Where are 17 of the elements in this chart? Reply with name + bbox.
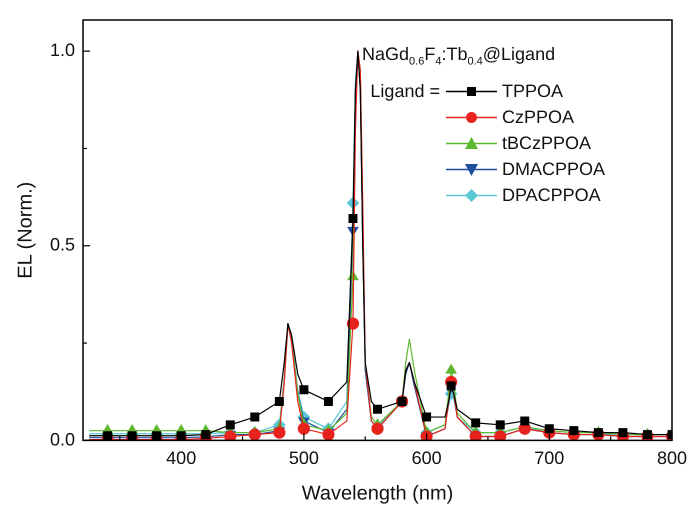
legend-label: DMACPPOA: [501, 158, 606, 180]
y-tick-label: 0.0: [50, 429, 76, 450]
legend-label: CzPPOA: [501, 106, 574, 128]
x-tick-label: 500: [288, 448, 319, 468]
annotation: NaGd$_{0.6}$F$_{4}$:Tb$_{0.4}$@Ligand: [362, 44, 556, 68]
x-axis-title: Wavelength (nm): [302, 482, 454, 505]
legend-title: Ligand =: [369, 80, 441, 102]
y-tick-label: 1.0: [50, 40, 76, 60]
legend-label: tBCzPPOA: [501, 132, 592, 154]
x-tick-label: 400: [166, 448, 196, 468]
x-tick-label: 600: [412, 448, 442, 468]
x-tick-label: 800: [656, 448, 688, 468]
y-axis-title: EL (Norm.): [14, 182, 37, 279]
y-tick-label: 0.5: [50, 234, 76, 255]
x-tick-label: 700: [534, 448, 564, 468]
legend-label: DPACPPOA: [501, 184, 601, 206]
legend-label: TPPOA: [501, 80, 564, 102]
